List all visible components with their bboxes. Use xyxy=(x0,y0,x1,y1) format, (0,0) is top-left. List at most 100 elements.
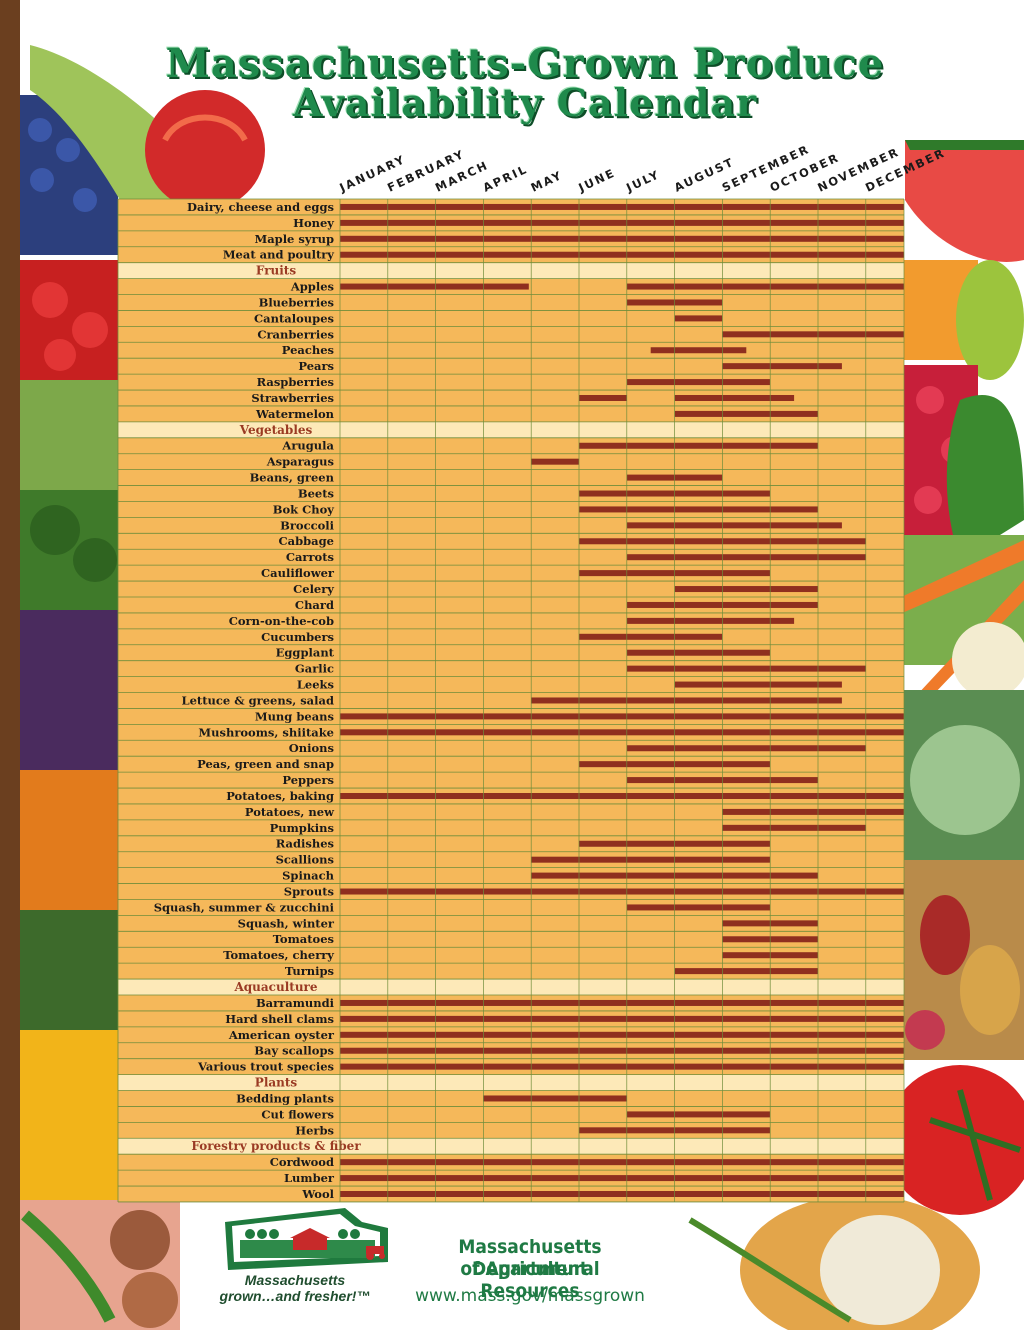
row-label: Arugula xyxy=(281,439,334,453)
month-label: JULY xyxy=(623,167,662,195)
pumpkin-image xyxy=(20,770,118,910)
row-label: Squash, summer & zucchini xyxy=(154,900,335,914)
row-label: Mung beans xyxy=(255,709,334,723)
availability-bar xyxy=(531,856,771,863)
availability-bar xyxy=(626,649,771,656)
availability-bar xyxy=(626,283,904,290)
row-label: Lumber xyxy=(284,1171,335,1185)
availability-bar xyxy=(626,745,866,752)
row-label: Cranberries xyxy=(257,327,334,341)
availability-bar xyxy=(340,1191,904,1197)
availability-bar xyxy=(531,697,842,704)
green-beans-image xyxy=(688,1217,852,1323)
department-name-line-2: of Agricultural Resources xyxy=(460,1258,600,1302)
availability-bar xyxy=(340,219,904,226)
availability-bar xyxy=(340,235,904,242)
availability-bar xyxy=(674,410,818,417)
row-label: Cantaloupes xyxy=(254,311,334,325)
row-label: American oyster xyxy=(228,1028,335,1042)
section-label: Vegetables xyxy=(239,423,313,437)
availability-bar xyxy=(626,665,866,672)
row-label: Potatoes, new xyxy=(245,805,335,819)
availability-bar xyxy=(340,1015,904,1022)
availability-bar xyxy=(340,203,904,210)
row-label: Spinach xyxy=(282,869,335,883)
availability-bar xyxy=(674,681,842,688)
row-label: Wool xyxy=(301,1187,334,1201)
row-label: Pumpkins xyxy=(270,821,334,835)
cauliflower-image xyxy=(952,622,1024,698)
row-label: Carrots xyxy=(286,550,334,564)
row-label: Watermelon xyxy=(255,407,335,421)
availability-bar xyxy=(579,506,818,513)
chard-image xyxy=(946,395,1024,560)
row-label: Meat and poultry xyxy=(223,248,334,262)
row-label: Lettuce & greens, salad xyxy=(182,693,334,707)
availability-bar xyxy=(340,1175,904,1182)
row-label: Chard xyxy=(295,598,334,612)
logo-line-2: grown…and fresher!™ xyxy=(219,1288,371,1304)
row-label: Herbs xyxy=(295,1123,334,1137)
availability-bar xyxy=(722,824,866,831)
left-border xyxy=(0,0,20,1330)
availability-bar xyxy=(579,395,627,401)
availability-bar xyxy=(722,331,904,338)
section-band xyxy=(118,1138,904,1155)
page-title-line-1: Massachusetts-Grown Produce xyxy=(165,40,885,87)
row-label: Maple syrup xyxy=(254,232,334,246)
section-band xyxy=(118,421,904,438)
availability-bar xyxy=(340,713,904,720)
availability-bar xyxy=(722,808,904,815)
availability-bar xyxy=(626,1111,771,1118)
availability-bar xyxy=(340,793,904,799)
row-label: Honey xyxy=(293,216,334,230)
availability-bar xyxy=(579,442,818,449)
row-label: Eggplant xyxy=(276,646,335,660)
row-label: Peppers xyxy=(282,773,334,787)
row-label: Leeks xyxy=(297,678,334,692)
availability-bar xyxy=(340,1031,904,1038)
availability-bar xyxy=(650,347,747,354)
row-label: Peaches xyxy=(282,343,334,357)
row-label: Beets xyxy=(298,486,334,500)
row-label: Onions xyxy=(289,741,334,755)
availability-bar xyxy=(722,363,842,370)
department-name-line-1: Massachusetts Department xyxy=(458,1236,602,1280)
row-label: Tomatoes xyxy=(273,932,334,946)
availability-bar xyxy=(483,1095,627,1102)
availability-bar xyxy=(674,968,818,975)
asparagus-image xyxy=(20,380,118,490)
row-label: Strawberries xyxy=(251,391,334,405)
row-label: Hard shell clams xyxy=(225,1012,334,1026)
availability-bar xyxy=(626,522,842,529)
availability-bar xyxy=(340,283,529,290)
row-label: Radishes xyxy=(276,837,334,851)
tomato-image xyxy=(885,1065,1024,1215)
availability-bar xyxy=(340,1159,904,1166)
availability-bar xyxy=(674,395,795,401)
row-label: Pears xyxy=(298,359,334,373)
row-label: Sprouts xyxy=(284,884,334,898)
website-link[interactable]: www.mass.gov/massgrown xyxy=(415,1286,645,1306)
pear-image xyxy=(956,260,1024,380)
section-label: Aquaculture xyxy=(233,980,317,994)
month-label: JUNE xyxy=(575,166,617,196)
availability-bar xyxy=(340,888,904,895)
availability-bar xyxy=(531,458,579,465)
section-label: Plants xyxy=(255,1076,298,1090)
row-label: Cauliflower xyxy=(261,566,335,580)
chart-body: Dairy, cheese and eggs Honey Maple syrup Me… xyxy=(117,198,905,1203)
row-label: Peas, green and snap xyxy=(197,757,334,771)
row-label: Turnips xyxy=(285,964,334,978)
section-band xyxy=(118,262,904,279)
row-label: Various trout species xyxy=(197,1060,334,1074)
availability-bar xyxy=(340,1047,904,1054)
availability-bar xyxy=(626,379,771,386)
row-label: Garlic xyxy=(295,662,334,676)
availability-bar xyxy=(674,586,818,593)
availability-bar xyxy=(340,999,904,1006)
